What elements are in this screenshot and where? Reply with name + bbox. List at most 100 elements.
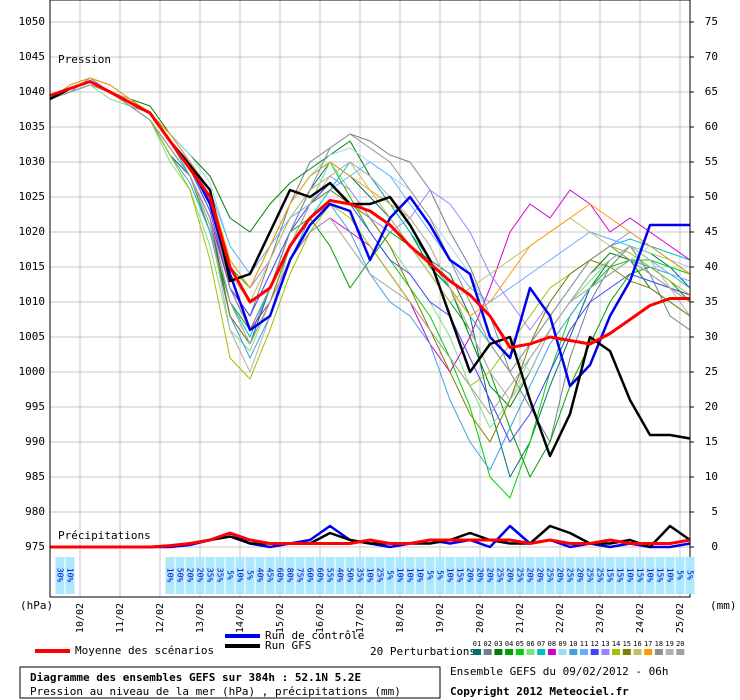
x-tick-label: 16/02 xyxy=(315,603,326,633)
legend-swatch xyxy=(494,649,503,655)
precip-probability-box xyxy=(215,557,225,594)
legend-label: 15 xyxy=(623,640,631,648)
precip-probability-label: 15% xyxy=(656,568,665,583)
precip-probability-label: 25% xyxy=(516,568,525,583)
legend-swatch xyxy=(622,649,631,655)
precip-probability-box xyxy=(495,557,505,594)
y2-tick-label: 70 xyxy=(705,50,718,63)
precip-probability-label: 10% xyxy=(166,568,175,583)
y-tick-label: 1035 xyxy=(19,120,46,133)
x-tick-label: 19/02 xyxy=(435,603,446,633)
precip-probability-label: 20% xyxy=(556,568,565,583)
precip-probability-label: 10% xyxy=(406,568,415,583)
legend-swatch xyxy=(473,649,481,655)
legend-label: 14 xyxy=(612,640,620,648)
precip-probability-box xyxy=(205,557,215,594)
precip-probability-label: 40% xyxy=(336,568,345,583)
precip-probability-box xyxy=(355,557,365,594)
precip-probability-box xyxy=(645,557,655,594)
y2-tick-label: 60 xyxy=(705,120,718,133)
precip-probability-box xyxy=(515,557,525,594)
grid xyxy=(50,0,690,597)
precip-probability-label: 10% xyxy=(66,568,75,583)
y-axis-label: (hPa) xyxy=(20,599,53,612)
y-tick-label: 1005 xyxy=(19,330,46,343)
x-tick-label: 23/02 xyxy=(595,603,606,633)
precip-probability-label: 10% xyxy=(666,568,675,583)
precip-probability-box xyxy=(465,557,475,594)
legend-swatch xyxy=(665,649,674,655)
legend-label: 20 xyxy=(676,640,684,648)
precip-probability-box xyxy=(55,557,65,594)
precip-probability-box xyxy=(455,557,465,594)
precip-probability-box xyxy=(395,557,405,594)
precip-probability-label: 35% xyxy=(216,568,225,583)
y2-tick-label: 40 xyxy=(705,260,718,273)
y2-tick-label: 50 xyxy=(705,190,718,203)
precip-probability-label: 5% xyxy=(436,570,445,580)
precip-probability-label: 20% xyxy=(526,568,535,583)
legend-label: 09 xyxy=(558,640,566,648)
precip-probability-box xyxy=(665,557,675,594)
precip-probability-box xyxy=(535,557,545,594)
precip-probability-box xyxy=(185,557,195,594)
legend-swatch xyxy=(601,649,610,655)
precip-probability-label: 25% xyxy=(586,568,595,583)
precip-probability-box xyxy=(525,557,535,594)
legend-label: 06 xyxy=(526,640,534,648)
y-tick-label: 975 xyxy=(25,540,45,553)
precip-probability-label: 20% xyxy=(506,568,515,583)
precip-probability-box xyxy=(245,557,255,594)
precip-probability-box xyxy=(435,557,445,594)
legend-label: 05 xyxy=(516,640,524,648)
precip-probability-label: 10% xyxy=(446,568,455,583)
precip-probability-box xyxy=(325,557,335,594)
x-tick-label: 12/02 xyxy=(155,603,166,633)
legend-swatch xyxy=(558,649,567,655)
y-tick-label: 1015 xyxy=(19,260,46,273)
precip-probability-label: 55% xyxy=(326,568,335,583)
precip-probability-box xyxy=(265,557,275,594)
legend-label: 13 xyxy=(601,640,609,648)
precip-line xyxy=(50,531,691,549)
y-tick-label: 1030 xyxy=(19,155,46,168)
y2-tick-label: 45 xyxy=(705,225,718,238)
precip-probability-label: 20% xyxy=(536,568,545,583)
lines xyxy=(49,77,691,549)
y2-tick-label: 5 xyxy=(711,505,718,518)
legend-swatch xyxy=(654,649,663,655)
legend-label: Run de contrôle xyxy=(265,629,364,642)
precip-probability-label: 40% xyxy=(256,568,265,583)
y2-tick-label: 75 xyxy=(705,15,718,28)
precip-probability-box xyxy=(625,557,635,594)
precip-probability-box xyxy=(685,557,695,594)
legend-swatch xyxy=(547,649,556,655)
precip-probability-box xyxy=(195,557,205,594)
precip-probability-box xyxy=(655,557,665,594)
precip-probability-label: 30% xyxy=(56,568,65,583)
precip-probability-label: 20% xyxy=(186,568,195,583)
precip-probability-box xyxy=(635,557,645,594)
precip-probability-label: 25% xyxy=(376,568,385,583)
precip-probability-label: 50% xyxy=(346,568,355,583)
precip-probability-label: 35% xyxy=(206,568,215,583)
x-tick-label: 22/02 xyxy=(555,603,566,633)
precip-probability-box xyxy=(335,557,345,594)
x-tick-label: 15/02 xyxy=(275,603,286,633)
perturbations-label: 20 Perturbations xyxy=(370,645,476,658)
precip-probability-box xyxy=(235,557,245,594)
y-tick-label: 980 xyxy=(25,505,45,518)
precip-probability-label: 5% xyxy=(426,570,435,580)
chart-subtitle: Pression au niveau de la mer (hPa) , pré… xyxy=(30,685,401,698)
precip-probability-box xyxy=(315,557,325,594)
legend-swatch xyxy=(505,649,514,655)
precip-probability-box xyxy=(575,557,585,594)
precip-probability-box xyxy=(345,557,355,594)
precip-probability-box xyxy=(225,557,235,594)
precip-probability-label: 35% xyxy=(356,568,365,583)
y-tick-label: 1045 xyxy=(19,50,46,63)
y-tick-label: 1010 xyxy=(19,295,46,308)
legend-swatch xyxy=(676,649,685,655)
precip-probability-label: 80% xyxy=(286,568,295,583)
